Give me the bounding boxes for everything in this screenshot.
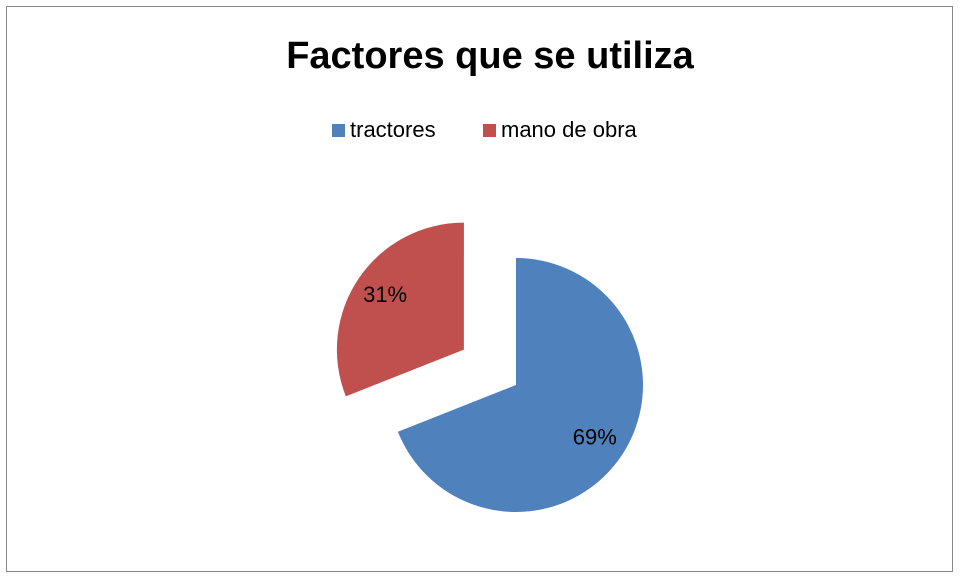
data-label: 69% <box>573 424 617 449</box>
legend-label: tractores <box>350 117 436 142</box>
pie-slice <box>397 258 643 512</box>
chart-title: Factores que se utiliza <box>286 35 694 77</box>
legend-swatch <box>332 124 345 137</box>
legend-swatch <box>483 124 496 137</box>
legend-label: mano de obra <box>501 117 638 142</box>
pie-slice <box>336 222 464 397</box>
data-label: 31% <box>363 282 407 307</box>
